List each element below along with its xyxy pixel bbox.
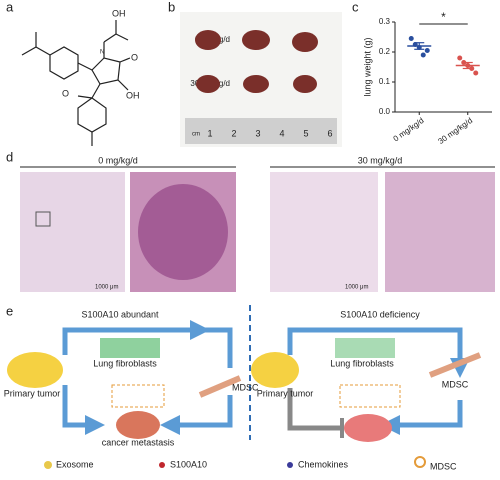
bone-icon: [198, 375, 242, 398]
panel-label: b: [168, 0, 175, 14]
panel-title: 30 mg/kg/d: [358, 155, 403, 165]
data-point: [473, 70, 479, 76]
y-axis-label: lung weight (g): [362, 37, 372, 96]
legend-text: MDSC: [430, 461, 457, 471]
zoom-box: [35, 211, 51, 227]
lung-tissue: [195, 30, 318, 93]
node-label: MDSC: [232, 382, 259, 392]
histology-image: [270, 172, 378, 292]
legend-text: Chemokines: [298, 459, 349, 469]
ruler-mark: 4: [279, 128, 284, 138]
tumor-nodule: [138, 184, 228, 280]
ruler-mark: 5: [303, 128, 308, 138]
significance-mark: *: [441, 10, 446, 24]
panel-label: d: [6, 149, 13, 164]
node-label: MDSC: [442, 379, 469, 389]
tumor-icon: [7, 352, 63, 388]
data-point: [420, 52, 426, 58]
y-tick-label: 0.3: [379, 17, 391, 26]
fibroblast-icon: [100, 338, 160, 358]
lung-icon: [116, 411, 160, 439]
histology-image: [20, 172, 125, 292]
y-tick-label: 0.1: [379, 77, 391, 86]
mdsc-box: [339, 384, 401, 408]
x-tick-label: 0 mg/kg/d: [392, 116, 426, 144]
data-point: [457, 55, 463, 61]
panel-label: e: [6, 303, 13, 318]
ruler-mark: 6: [327, 128, 332, 138]
y-tick-label: 0.2: [379, 47, 391, 56]
legend-text: Exosome: [56, 459, 94, 469]
tumor-icon: [251, 352, 299, 388]
atom-label: OH: [112, 8, 126, 18]
atom-label: OH: [126, 90, 140, 100]
histology-zoom: [385, 172, 495, 292]
bone-icon: [428, 352, 482, 378]
node-label: Primary tumor: [257, 388, 314, 398]
legend-text: S100A10: [170, 459, 207, 469]
fibroblast-icon: [335, 338, 395, 358]
scale-bar: 1000 μm: [345, 285, 368, 291]
node-label: Lung fibroblasts: [330, 358, 394, 368]
scale-bar: 1000 μm: [95, 285, 118, 291]
node-label: cancer metastasis: [102, 437, 175, 447]
mdsc-box: [111, 384, 165, 408]
node-label: Primary tumor: [4, 388, 61, 398]
legend-icon: [414, 456, 426, 468]
legend-icon: [287, 462, 293, 468]
data-point: [424, 48, 430, 53]
x-tick-label: 30 mg/kg/d: [437, 116, 475, 146]
ruler-mark: 2: [231, 128, 236, 138]
ruler: [185, 118, 337, 144]
scenario-title: S100A10 deficiency: [340, 309, 420, 319]
flow-arrows: [62, 320, 470, 438]
chemical-structure: [21, 20, 131, 146]
legend-icon: [159, 462, 165, 468]
atom-label: O: [131, 52, 138, 62]
ruler-unit: cm: [192, 132, 200, 138]
panel-label: a: [6, 0, 14, 14]
atom-label: O: [62, 88, 69, 98]
data-point: [408, 36, 414, 41]
ruler-mark: 1: [207, 128, 212, 138]
y-tick-label: 0.0: [379, 107, 391, 116]
atom-label: N: [100, 50, 104, 56]
node-label: Lung fibroblasts: [93, 358, 157, 368]
legend-icon: [44, 461, 52, 469]
ruler-mark: 3: [255, 128, 260, 138]
panel-title: 0 mg/kg/d: [98, 155, 138, 165]
panel-label: c: [352, 0, 359, 14]
lung-icon: [344, 414, 392, 442]
scenario-title: S100A10 abundant: [81, 309, 159, 319]
